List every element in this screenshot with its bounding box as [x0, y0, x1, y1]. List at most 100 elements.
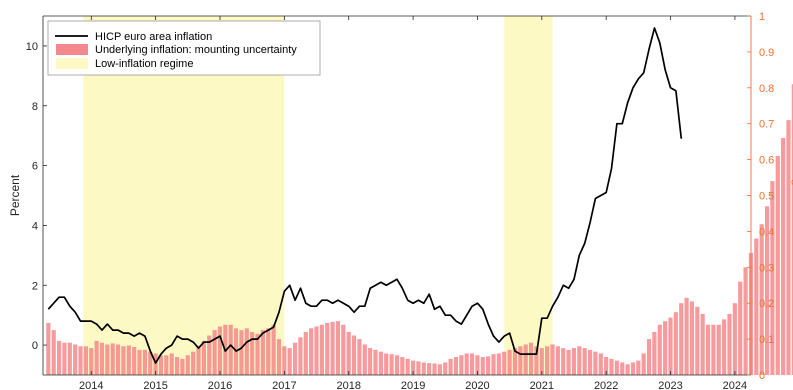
uncertainty-bar	[148, 351, 153, 375]
uncertainty-bar	[201, 340, 206, 375]
uncertainty-bar	[319, 324, 324, 375]
uncertainty-bar	[443, 362, 448, 375]
y-right-tick-label: 0.3	[759, 262, 774, 274]
uncertainty-bar	[421, 362, 426, 375]
uncertainty-bar	[250, 331, 255, 375]
y-right-tick-label: 1	[759, 11, 765, 23]
uncertainty-bar	[781, 138, 786, 375]
uncertainty-bar	[164, 355, 169, 375]
uncertainty-bar	[174, 357, 180, 375]
uncertainty-bar	[620, 362, 625, 375]
uncertainty-bar	[115, 344, 121, 375]
uncertainty-bar	[673, 312, 678, 375]
uncertainty-bar	[775, 156, 780, 375]
uncertainty-bar	[137, 349, 142, 375]
uncertainty-bar	[271, 324, 276, 375]
uncertainty-bar	[625, 364, 630, 375]
uncertainty-bar	[604, 357, 609, 375]
uncertainty-bar	[732, 303, 737, 375]
legend-box	[47, 20, 321, 76]
uncertainty-bar	[394, 355, 400, 375]
y-left-tick-label: 0	[32, 340, 38, 352]
uncertainty-bar	[153, 353, 158, 375]
uncertainty-bar	[410, 360, 416, 375]
uncertainty-bar	[491, 354, 496, 375]
uncertainty-bar	[266, 328, 271, 375]
uncertainty-bar	[571, 348, 577, 375]
y-right-axis-title: Average Variance	[791, 148, 793, 243]
uncertainty-bar	[668, 317, 673, 375]
y-left-tick-label: 10	[26, 41, 38, 53]
uncertainty-bar	[341, 324, 346, 375]
uncertainty-bar	[566, 349, 571, 375]
uncertainty-bar	[432, 363, 437, 375]
y-right-tick-label: 0.8	[759, 83, 774, 95]
uncertainty-bar	[373, 349, 378, 375]
uncertainty-bar	[507, 349, 512, 375]
y-right-tick-label: 0.4	[759, 226, 774, 238]
uncertainty-bar	[759, 224, 764, 375]
uncertainty-bar	[384, 353, 389, 375]
uncertainty-bar	[496, 353, 501, 375]
uncertainty-bar	[791, 84, 793, 376]
uncertainty-bar	[598, 353, 603, 375]
uncertainty-bar	[512, 348, 518, 375]
uncertainty-bar	[362, 344, 367, 375]
uncertainty-bar	[657, 324, 662, 375]
x-tick-label: 2015	[143, 380, 167, 390]
uncertainty-bar	[480, 357, 485, 375]
uncertainty-bar	[191, 351, 196, 375]
y-right-tick-label: 0.7	[759, 119, 774, 131]
uncertainty-bar	[78, 346, 83, 375]
uncertainty-bar	[679, 303, 684, 375]
uncertainty-bar	[239, 330, 244, 375]
uncertainty-bar	[636, 360, 641, 375]
legend-bar-swatch	[56, 44, 88, 55]
uncertainty-bar	[582, 348, 587, 375]
uncertainty-bar	[705, 324, 711, 375]
uncertainty-bar	[158, 355, 164, 375]
y-right-tick-label: 0.2	[759, 298, 774, 310]
uncertainty-bar	[378, 351, 383, 375]
uncertainty-bar	[437, 364, 442, 375]
uncertainty-bar	[56, 340, 62, 375]
uncertainty-bar	[405, 358, 410, 375]
uncertainty-bar	[663, 321, 668, 375]
y-left-tick-label: 8	[32, 101, 38, 113]
uncertainty-bar	[244, 328, 249, 375]
uncertainty-bar	[754, 238, 759, 375]
uncertainty-bar	[196, 346, 201, 375]
x-tick-label: 2020	[465, 380, 489, 390]
low-inflation-regime-areas	[83, 16, 553, 375]
uncertainty-bar	[587, 349, 593, 375]
uncertainty-bar	[298, 337, 303, 375]
uncertainty-bar	[464, 353, 469, 375]
x-tick-label: 2022	[594, 380, 618, 390]
uncertainty-bar	[555, 346, 560, 375]
uncertainty-bar	[217, 326, 223, 375]
uncertainty-bar	[126, 345, 131, 375]
legend-label-uncertainty: Underlying inflation: mounting uncertain…	[95, 44, 297, 56]
uncertainty-bar	[738, 281, 743, 375]
uncertainty-bar	[314, 326, 319, 375]
y-right-tick-label: 0	[759, 370, 765, 382]
uncertainty-bar	[169, 353, 174, 375]
uncertainty-bar	[276, 339, 282, 375]
uncertainty-bar	[764, 206, 770, 375]
y-right-tick-label: 0.5	[759, 191, 774, 203]
uncertainty-bar	[351, 335, 357, 375]
uncertainty-bar	[325, 322, 330, 375]
uncertainty-bar	[528, 342, 534, 375]
uncertainty-bar	[46, 322, 51, 375]
uncertainty-bar	[427, 363, 432, 375]
x-tick-label: 2019	[401, 380, 425, 390]
uncertainty-bar	[357, 339, 362, 375]
uncertainty-bar	[335, 321, 341, 375]
uncertainty-bar	[105, 344, 110, 375]
x-tick-label: 2021	[530, 380, 554, 390]
uncertainty-bar	[518, 346, 523, 375]
uncertainty-bar	[51, 330, 56, 375]
y-left-axis-title: Percent	[8, 174, 22, 216]
uncertainty-bar	[652, 331, 657, 375]
